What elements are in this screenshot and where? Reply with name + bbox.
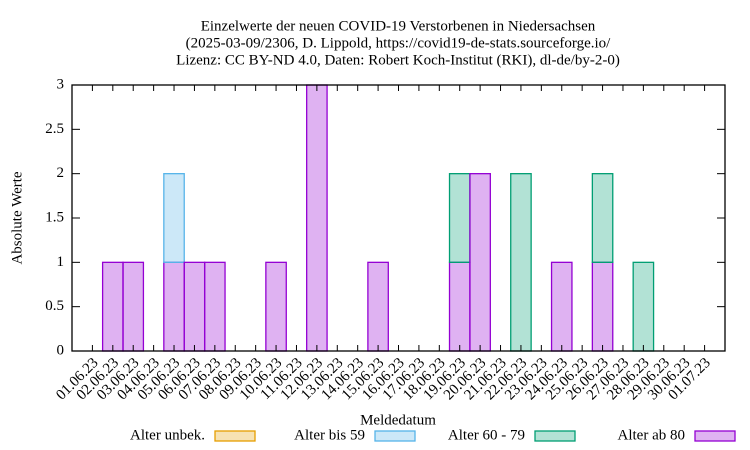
legend-label: Alter unbek. — [130, 427, 205, 443]
bar-segment — [591, 173, 614, 263]
bar-segment — [550, 261, 573, 352]
legend-label: Alter ab 80 — [618, 427, 685, 443]
y-axis-label: Absolute Werte — [9, 171, 25, 264]
y-tick-label: 1 — [57, 254, 65, 270]
legend-swatch — [374, 430, 416, 442]
bar-segment — [183, 261, 206, 352]
bar-segment — [632, 261, 655, 352]
y-tick-label: 0 — [57, 342, 65, 358]
legend-swatch — [534, 430, 576, 442]
plot-frame — [71, 84, 726, 352]
legend-swatch — [214, 430, 256, 442]
y-tick-label: 2.5 — [45, 121, 64, 137]
chart-title: Einzelwerte der neuen COVID-19 Verstorbe… — [201, 18, 596, 34]
bar-segment — [163, 173, 185, 263]
y-tick-label: 2 — [57, 165, 65, 181]
chart-title: Lizenz: CC BY-ND 4.0, Daten: Robert Koch… — [176, 52, 620, 68]
legend-swatch — [694, 430, 736, 442]
bar-segment — [448, 173, 471, 263]
bar-segment — [265, 261, 287, 352]
x-axis-label: Meldedatum — [360, 412, 436, 428]
bar-segment — [122, 261, 145, 352]
bar-segment — [367, 261, 389, 352]
y-tick-label: 0.5 — [45, 298, 64, 314]
bar-segment — [306, 84, 328, 352]
bar-segment — [448, 261, 471, 352]
y-tick-label: 3 — [57, 76, 65, 92]
bar-segment — [101, 261, 124, 352]
chart-title: (2025-03-09/2306, D. Lippold, https://co… — [186, 35, 611, 51]
legend-label: Alter 60 - 79 — [448, 427, 525, 443]
bar-segment — [203, 261, 226, 352]
bar-segment — [163, 261, 185, 352]
bar-segment — [591, 261, 614, 352]
bar-segment — [510, 173, 532, 352]
legend-label: Alter bis 59 — [294, 427, 365, 443]
y-tick-label: 1.5 — [45, 209, 64, 225]
bar-segment — [469, 173, 491, 352]
